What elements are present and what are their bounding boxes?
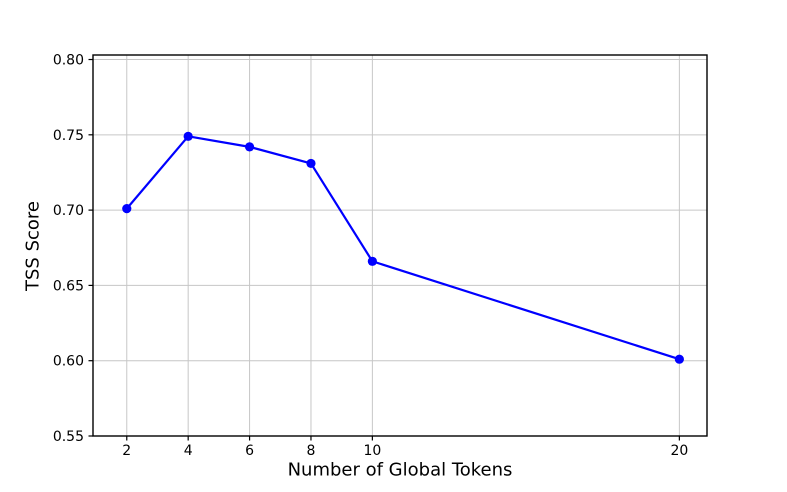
y-tick-label: 0.70	[53, 203, 84, 219]
data-point	[122, 204, 132, 214]
y-axis-label: TSS Score	[22, 201, 44, 291]
y-tick-label: 0.80	[53, 53, 84, 69]
x-axis-label: Number of Global Tokens	[287, 459, 513, 481]
x-tick-label: 10	[363, 443, 381, 459]
x-tick-label: 8	[307, 443, 316, 459]
y-tick-label: 0.65	[53, 278, 84, 294]
y-tick-label: 0.75	[53, 128, 84, 144]
data-point	[306, 158, 316, 169]
data-point	[244, 142, 255, 152]
data-line	[125, 135, 681, 361]
data-point	[367, 256, 377, 266]
x-tick-label: 20	[670, 443, 688, 459]
x-tick-label: 6	[245, 443, 254, 459]
x-tick-label: 4	[184, 443, 193, 459]
data-point	[674, 354, 684, 364]
y-tick-label: 0.55	[53, 429, 84, 445]
y-tick-label: 0.60	[53, 354, 84, 370]
x-tick-label: 2	[122, 443, 131, 459]
data-point	[183, 131, 193, 141]
plot-frame	[92, 54, 708, 437]
